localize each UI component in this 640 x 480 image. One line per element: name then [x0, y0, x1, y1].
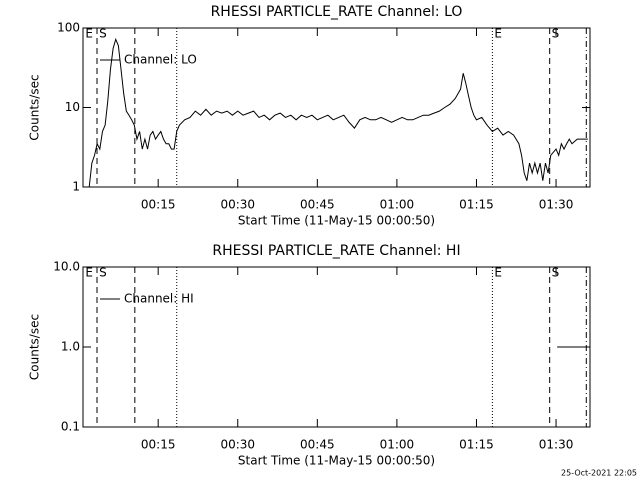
x-tick-label: 00:30 — [220, 438, 255, 452]
y-tick-label: 10 — [65, 100, 80, 114]
x-tick-label: 01:30 — [539, 198, 574, 212]
annotation: S — [99, 27, 107, 41]
x-tick-label: 01:15 — [459, 198, 494, 212]
y-tick-label: 1.0 — [61, 340, 80, 354]
chart: RHESSI PARTICLE_RATE Channel: LO Start Ti… — [28, 4, 591, 228]
x-tick-label: 00:45 — [300, 438, 335, 452]
legend-label: Channel: HI — [124, 292, 194, 306]
annotation: E — [85, 27, 93, 41]
x-tick-label: 01:00 — [380, 438, 415, 452]
y-tick-label: 10.0 — [53, 260, 80, 274]
legend-label: Channel: LO — [124, 53, 197, 67]
x-axis-label: Start Time (11-May-15 00:00:50) — [238, 214, 435, 228]
x-tick-label: 01:30 — [539, 438, 574, 452]
x-axis-label: Start Time (11-May-15 00:00:50) — [238, 454, 435, 468]
annotation: E — [494, 27, 502, 41]
annotation: S — [552, 27, 560, 41]
y-tick-label: 1 — [72, 180, 80, 194]
y-tick-label: 100 — [57, 21, 80, 35]
y-tick-label: 0.1 — [61, 420, 80, 434]
chart-title: RHESSI PARTICLE_RATE Channel: HI — [212, 243, 460, 259]
x-tick-label: 00:15 — [141, 438, 176, 452]
x-tick-label: 00:30 — [220, 198, 255, 212]
chart-title: RHESSI PARTICLE_RATE Channel: LO — [211, 4, 463, 20]
x-tick-label: 00:15 — [141, 198, 176, 212]
footer-timestamp: 25-Oct-2021 22:05 — [561, 469, 637, 478]
series-line — [88, 37, 588, 187]
y-axis-label: Counts/sec — [28, 74, 42, 140]
annotation: S — [99, 266, 107, 280]
annotation: S — [552, 266, 560, 280]
x-tick-label: 01:15 — [459, 438, 494, 452]
annotation: E — [85, 266, 93, 280]
chart: RHESSI PARTICLE_RATE Channel: HI Start Ti… — [28, 243, 591, 468]
x-tick-label: 00:45 — [300, 198, 335, 212]
y-axis-label: Counts/sec — [28, 314, 42, 380]
x-tick-label: 01:00 — [380, 198, 415, 212]
annotation: E — [494, 266, 502, 280]
